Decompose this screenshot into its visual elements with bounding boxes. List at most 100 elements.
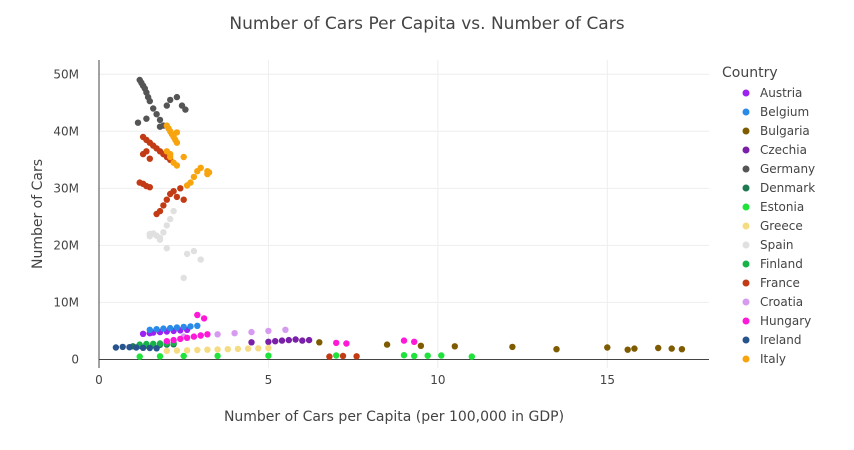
data-point [173,93,181,101]
legend-label: Greece [760,219,803,233]
legend-item-croatia[interactable]: Croatia [742,295,804,309]
data-point [265,344,272,352]
legend-label: Croatia [760,295,803,309]
data-point [173,324,181,331]
y-tick-label: 30M [53,181,79,195]
data-point [112,344,120,351]
data-point [146,97,153,105]
data-point [624,346,631,353]
data-point [182,106,189,113]
data-point [305,336,313,344]
legend-item-france[interactable]: France [742,276,800,290]
data-point [173,129,181,136]
legend-label: Austria [760,86,802,100]
legend-label: Belgium [760,105,809,119]
tick-labels: 0 5 10 15 0 10M 20M 30M 40M 50M [53,67,615,387]
data-point [326,353,333,360]
legend-item-hungary[interactable]: Hungary [742,314,812,328]
data-point [173,139,181,146]
legend-marker [742,127,750,135]
data-point [146,233,153,240]
data-point [183,334,191,341]
data-point [631,345,638,352]
legend-item-germany[interactable]: Germany [742,162,816,176]
data-point [167,215,174,223]
data-point [451,343,458,350]
data-point [180,196,187,203]
data-point [163,196,170,203]
legend-item-denmark[interactable]: Denmark [742,181,816,195]
legend-label: Finland [760,257,803,271]
y-axis-label: Number of Cars [30,159,46,269]
gridlines [99,60,709,368]
legend-label: France [760,276,800,290]
series-estonia [136,352,475,360]
legend-item-austria[interactable]: Austria [742,86,803,100]
legend-item-italy[interactable]: Italy [742,352,787,366]
data-point [400,337,408,344]
data-point [163,222,170,229]
series-ireland [112,343,160,352]
legend-item-estonia[interactable]: Estonia [742,200,805,214]
data-point [265,327,272,335]
data-point [146,155,153,162]
data-point [156,116,164,124]
data-point [173,193,181,201]
data-point [153,326,160,333]
legend-label: Czechia [760,143,807,157]
series-spain [146,207,204,282]
legend-label: Estonia [760,200,804,214]
data-points [112,76,686,360]
legend-marker [742,298,750,306]
legend-item-czechia[interactable]: Czechia [742,143,807,157]
data-point [146,184,153,191]
data-point [163,347,170,355]
data-point [163,338,170,345]
series-bulgaria [316,339,686,353]
data-point [678,346,686,353]
legend-marker [742,317,750,325]
legend-item-belgium[interactable]: Belgium [742,105,810,119]
data-point [119,343,126,351]
data-point [163,245,170,252]
y-tick-label: 50M [53,67,79,81]
legend-item-greece[interactable]: Greece [742,219,803,233]
y-tick-label: 10M [53,295,79,309]
legend-label: Ireland [760,333,802,347]
data-point [170,336,177,344]
data-point [194,311,201,319]
series-belgium [146,322,201,333]
data-point [183,250,191,258]
data-point [234,345,242,353]
data-point [197,164,204,171]
legend-marker [742,203,750,211]
series-germany [134,76,189,130]
x-tick-label: 0 [95,373,103,387]
data-point [214,346,221,353]
data-point [333,352,340,359]
legend-item-finland[interactable]: Finland [742,257,803,271]
data-point [194,322,201,329]
data-point [255,345,262,352]
series-hungary [163,311,418,347]
data-point [160,229,167,236]
series-greece [163,344,272,355]
legend-item-bulgaria[interactable]: Bulgaria [742,124,810,138]
data-point [133,344,140,351]
data-point [509,343,516,351]
legend-item-spain[interactable]: Spain [742,238,794,252]
data-point [214,331,221,338]
legend-item-ireland[interactable]: Ireland [742,333,802,347]
legend-label: Germany [760,162,815,176]
data-point [163,102,170,109]
data-point [156,207,164,215]
x-axis-label: Number of Cars per Capita (per 100,000 i… [224,409,564,425]
data-point [187,179,194,186]
x-tick-label: 15 [600,373,615,387]
data-point [187,323,194,330]
data-point [214,352,221,360]
series-italy [163,122,213,189]
data-point [197,332,204,339]
legend-marker [742,146,750,154]
